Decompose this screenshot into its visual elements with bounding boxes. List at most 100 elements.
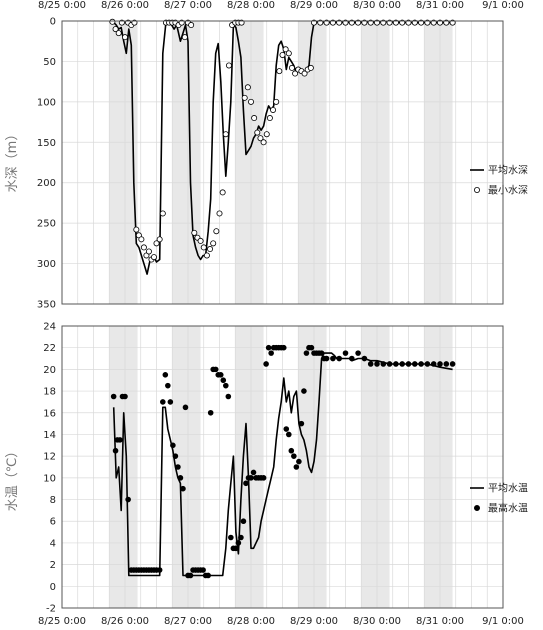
series-point-1 (260, 139, 267, 146)
series-point-1 (203, 252, 210, 259)
x-tick-label: 8/28 0:00 (227, 616, 275, 627)
series-point-1 (307, 64, 314, 71)
y-tick-label: 6 (50, 517, 56, 528)
series-point-1 (437, 361, 443, 367)
x-tick-label: 8/26 0:00 (101, 0, 149, 11)
series-point-1 (257, 135, 264, 142)
x-tick-label: 9/1 0:00 (482, 0, 524, 11)
y-tick-label: 0 (50, 17, 56, 28)
series-point-1 (207, 409, 214, 416)
series-point-1 (298, 420, 305, 427)
series-point-1 (411, 361, 418, 367)
y-tick-label: 100 (37, 97, 56, 108)
series-point-1 (200, 567, 206, 573)
series-point-1 (248, 475, 254, 481)
series-point-1 (240, 518, 247, 525)
series-point-1 (263, 361, 269, 367)
y-tick-label: 250 (37, 219, 56, 230)
depth-y-axis-label: 水深（m） (5, 128, 20, 193)
series-point-1 (288, 64, 295, 71)
legend-swatch-marker (473, 186, 480, 193)
series-point-1 (170, 442, 176, 449)
series-point-1 (399, 361, 406, 367)
series-point-1 (220, 377, 227, 384)
series-point-1 (386, 361, 393, 367)
x-tick-label: 8/26 0:00 (101, 616, 149, 627)
night-shade (424, 326, 453, 608)
series-point-1 (191, 229, 198, 236)
series-point-1 (430, 361, 437, 367)
series-point-1 (165, 382, 171, 389)
y-tick-label: 50 (43, 57, 56, 68)
y-tick-label: 4 (50, 538, 56, 549)
series-point-1 (200, 244, 207, 251)
series-point-1 (424, 361, 431, 367)
series-point-1 (177, 475, 184, 481)
series-line-0 (112, 352, 453, 577)
series-point-1 (355, 350, 361, 356)
night-shade (298, 21, 327, 304)
series-point-1 (273, 98, 280, 105)
night-shade (361, 21, 390, 304)
series-point-1 (280, 344, 287, 351)
x-tick-label: 8/29 0:00 (290, 0, 338, 11)
series-point-1 (318, 350, 325, 356)
series-point-1 (291, 453, 297, 459)
series-point-1 (282, 46, 289, 53)
series-point-1 (250, 469, 257, 476)
night-shade (235, 21, 264, 304)
series-point-1 (263, 131, 270, 138)
series-point-1 (122, 393, 128, 400)
series-point-1 (213, 228, 220, 235)
series-point-1 (380, 361, 387, 367)
series-point-1 (336, 355, 343, 362)
y-tick-label: 24 (43, 322, 56, 333)
y-tick-label: 0 (50, 582, 56, 593)
y-tick-label: 20 (43, 365, 56, 376)
x-tick-label: 8/27 0:00 (164, 0, 212, 11)
series-point-1 (367, 361, 374, 367)
series-point-1 (156, 567, 163, 573)
series-point-1 (167, 399, 174, 405)
series-point-1 (180, 485, 186, 492)
series-point-1 (223, 382, 229, 389)
series-point-1 (266, 115, 273, 122)
series-point-1 (268, 350, 274, 356)
series-point-1 (228, 534, 234, 541)
series-point-1 (153, 240, 160, 247)
depth-plot-frame (61, 20, 504, 305)
series-point-1 (150, 254, 157, 261)
series-point-1 (276, 68, 283, 75)
series-point-1 (112, 26, 119, 33)
series-point-1 (283, 426, 290, 432)
x-tick-label: 8/30 0:00 (353, 616, 401, 627)
series-point-1 (205, 572, 211, 579)
y-tick-label: 300 (37, 259, 56, 270)
series-line-0 (113, 20, 453, 275)
x-tick-label: 8/25 0:00 (38, 616, 86, 627)
legend-label: 平均水温 (488, 483, 528, 495)
y-tick-label: -2 (46, 604, 56, 615)
series-point-1 (292, 70, 299, 77)
series-point-1 (288, 447, 295, 454)
x-tick-label: 9/1 0:00 (482, 616, 524, 627)
y-tick-label: 14 (43, 430, 56, 441)
series-point-1 (233, 545, 239, 552)
series-point-1 (156, 236, 163, 243)
night-shade (361, 326, 390, 608)
series-point-1 (301, 388, 307, 394)
series-point-1 (279, 51, 286, 58)
series-point-1 (162, 372, 169, 378)
series-point-1 (140, 244, 147, 251)
series-point-1 (138, 236, 145, 243)
series-point-1 (188, 22, 195, 29)
temperature-y-axis-label: 水温（℃） (5, 445, 20, 512)
series-point-1 (109, 18, 116, 25)
series-point-1 (182, 404, 189, 411)
night-shade (109, 326, 138, 608)
series-point-1 (296, 458, 302, 465)
legend-label: 最高水温 (488, 502, 528, 515)
y-tick-label: 2 (50, 560, 56, 571)
